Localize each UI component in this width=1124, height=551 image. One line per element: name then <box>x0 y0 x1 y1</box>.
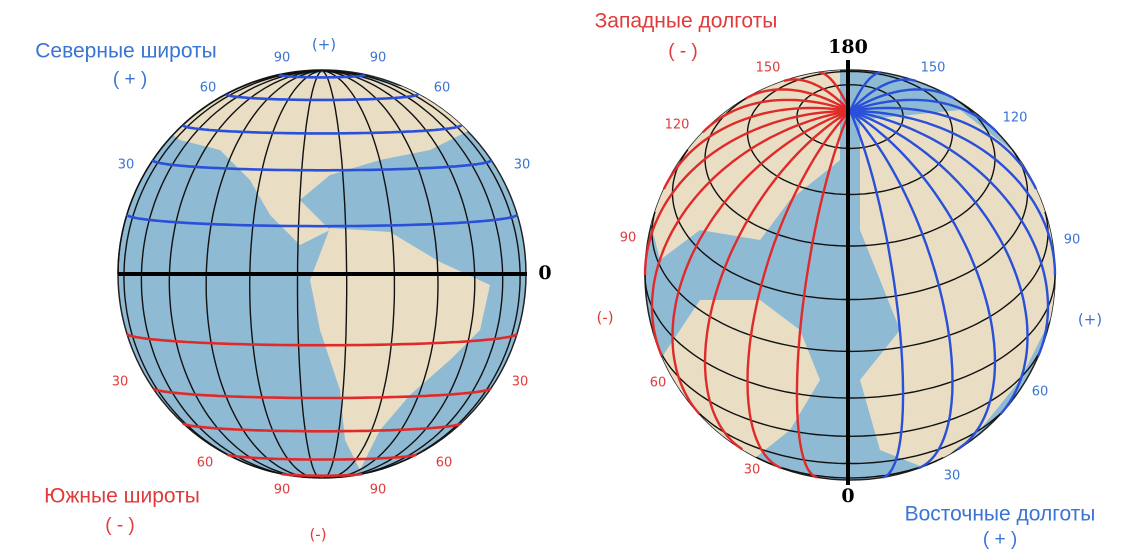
top-label: 180 <box>828 36 868 58</box>
meridian <box>296 69 323 479</box>
south-parallel <box>152 387 492 400</box>
west-title-sign: ( - ) <box>668 41 698 62</box>
lat-label: 30 <box>118 158 135 173</box>
west-sign: (-) <box>596 309 613 327</box>
equator-label: 0 <box>538 262 551 284</box>
north-parallel <box>278 73 366 79</box>
lon-label: 120 <box>1003 111 1028 126</box>
lat-label: 60 <box>436 456 453 471</box>
east-title: Восточные долготы <box>905 503 1096 526</box>
west-meridian <box>746 110 851 470</box>
lon-label: 60 <box>650 376 667 391</box>
east-meridian <box>849 109 997 451</box>
north-parallel <box>151 159 493 172</box>
lat-label: 30 <box>112 375 129 390</box>
east-meridian <box>848 71 882 112</box>
east-meridian <box>849 110 954 470</box>
meridian <box>140 69 323 478</box>
land <box>150 70 490 470</box>
lon-label: 60 <box>1032 385 1049 400</box>
east-meridian <box>849 109 1057 276</box>
west-meridian <box>701 98 851 134</box>
lat-label: 30 <box>512 375 529 390</box>
west-meridian <box>662 106 851 190</box>
top-sign: (+) <box>312 36 336 54</box>
land-north <box>150 70 470 245</box>
east-meridian <box>849 106 1038 190</box>
north-title: Северные широты <box>35 40 217 63</box>
meridian <box>168 69 323 479</box>
west-meridian <box>643 109 851 276</box>
east-meridian <box>848 110 905 479</box>
meridian <box>321 69 396 479</box>
east-meridian <box>849 78 917 112</box>
west-meridian <box>671 109 851 415</box>
lat-label: 90 <box>274 51 291 66</box>
south-parallel <box>182 422 462 433</box>
lon-label: 30 <box>944 469 961 484</box>
left-globe <box>117 69 527 479</box>
east-title-sign: ( + ) <box>983 529 1017 550</box>
north-parallel <box>181 124 463 135</box>
lat-label: 60 <box>200 81 217 96</box>
lon-label: 150 <box>921 61 946 76</box>
north-sign: ( + ) <box>113 69 147 90</box>
lat-label: 90 <box>370 51 387 66</box>
south-parallel <box>125 333 519 347</box>
north-parallel <box>125 213 519 228</box>
east-meridian <box>849 88 955 113</box>
lon-label: 30 <box>744 463 761 478</box>
right-globe <box>643 60 1057 485</box>
lat-label: 90 <box>370 483 387 498</box>
meridian <box>117 69 323 275</box>
lat-label: 30 <box>514 158 531 173</box>
meridian <box>321 69 348 479</box>
south-parallel <box>226 453 418 461</box>
east-sign: (+) <box>1078 311 1102 329</box>
lat-label: 60 <box>197 456 214 471</box>
bottom-sign: (-) <box>309 526 326 544</box>
west-meridian <box>795 110 852 479</box>
meridian <box>321 69 504 478</box>
lon-label: 120 <box>665 118 690 133</box>
west-meridian <box>703 109 851 451</box>
west-meridian <box>650 109 851 357</box>
west-meridian <box>818 71 852 112</box>
land-south <box>310 228 490 470</box>
lat-label: 60 <box>434 81 451 96</box>
north-parallel <box>225 93 419 102</box>
south-parallel <box>281 472 363 477</box>
west-meridian <box>745 88 851 113</box>
east-meridian <box>849 98 999 134</box>
south-title: Южные широты <box>44 485 200 508</box>
south-sign: ( - ) <box>105 515 135 536</box>
lon-label: 90 <box>620 231 637 246</box>
land-east <box>860 110 1055 470</box>
west-title: Западные долготы <box>595 10 778 33</box>
west-meridian <box>783 78 851 112</box>
bottom-label: 0 <box>841 485 854 507</box>
lon-label: 90 <box>1064 233 1081 248</box>
meridian <box>321 69 476 479</box>
east-meridian <box>849 109 1050 357</box>
east-meridian <box>849 109 1029 415</box>
lat-label: 90 <box>274 483 291 498</box>
meridian <box>248 69 323 479</box>
lon-label: 150 <box>756 61 781 76</box>
